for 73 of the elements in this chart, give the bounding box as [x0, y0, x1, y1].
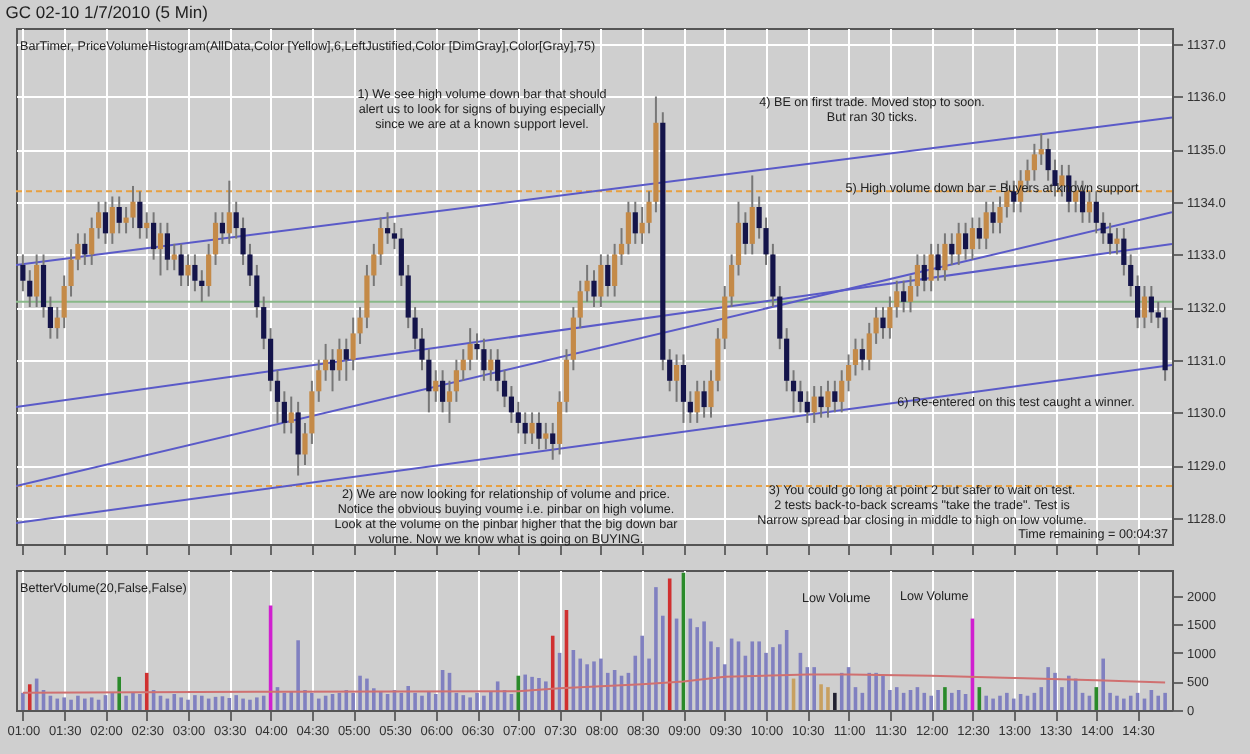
candlestick — [804, 390, 810, 424]
candlestick — [859, 337, 865, 372]
candlestick — [818, 385, 824, 419]
candlestick — [144, 211, 150, 240]
candlestick — [536, 411, 542, 451]
candlestick — [440, 369, 446, 414]
candlestick — [749, 174, 755, 256]
candlestick — [495, 348, 501, 393]
candlestick — [605, 253, 611, 298]
candlestick — [34, 253, 40, 309]
candlestick — [343, 337, 349, 382]
candlestick — [295, 400, 301, 477]
candlestick — [598, 253, 604, 309]
candlestick — [130, 184, 136, 230]
candlestick — [956, 221, 962, 266]
line-series — [21, 673, 1167, 694]
candlestick — [109, 195, 115, 245]
candlestick — [694, 379, 700, 424]
candlestick — [942, 232, 948, 282]
candlestick — [701, 379, 707, 419]
candlestick — [102, 200, 109, 245]
candlestick — [89, 216, 95, 266]
candlestick — [151, 211, 157, 261]
candlestick — [921, 253, 927, 293]
candlestick — [839, 369, 845, 414]
candlestick — [901, 279, 907, 314]
candlestick — [550, 421, 556, 461]
candlestick — [612, 242, 618, 298]
candlestick — [928, 242, 934, 293]
candlestick — [1148, 285, 1154, 324]
candlestick — [522, 411, 528, 445]
candlestick — [329, 348, 336, 393]
candlestick — [481, 337, 487, 382]
candlestick — [384, 211, 391, 245]
candlestick — [164, 221, 170, 272]
candlestick — [82, 232, 88, 266]
candlestick — [467, 327, 473, 372]
candlestick — [219, 211, 226, 245]
candlestick — [990, 200, 996, 235]
candlestick — [433, 369, 439, 403]
candlestick — [962, 221, 969, 261]
candlestick — [742, 211, 748, 256]
candlestick — [178, 242, 184, 287]
candlestick — [543, 421, 549, 451]
candlestick — [1038, 132, 1044, 166]
candlestick — [157, 221, 164, 277]
candlestick — [935, 242, 941, 282]
candlestick — [488, 348, 494, 382]
candlestick — [1086, 190, 1093, 224]
candlestick — [632, 200, 638, 245]
candlestick — [880, 306, 886, 340]
candlestick — [20, 253, 26, 293]
candlestick — [137, 190, 143, 240]
candlestick — [591, 269, 597, 309]
candlestick — [969, 216, 976, 261]
candlestick — [976, 216, 982, 251]
candlestick — [825, 379, 831, 419]
chart-title: GC 02-10 1/7/2010 (5 Min) — [5, 2, 209, 22]
candlestick — [983, 200, 989, 251]
candlestick — [116, 195, 122, 235]
candlestick — [171, 242, 177, 272]
candlestick — [832, 379, 838, 414]
candlestick — [673, 353, 680, 403]
candlestick — [811, 385, 817, 424]
candlestick — [288, 395, 294, 435]
candlestick — [949, 232, 955, 266]
candlestick — [529, 411, 535, 445]
candlestick — [1114, 227, 1120, 256]
candlestick — [680, 353, 687, 424]
candlestick — [226, 179, 232, 245]
candlestick — [887, 295, 893, 340]
candlestick — [1141, 285, 1148, 330]
candlestick — [185, 253, 191, 287]
